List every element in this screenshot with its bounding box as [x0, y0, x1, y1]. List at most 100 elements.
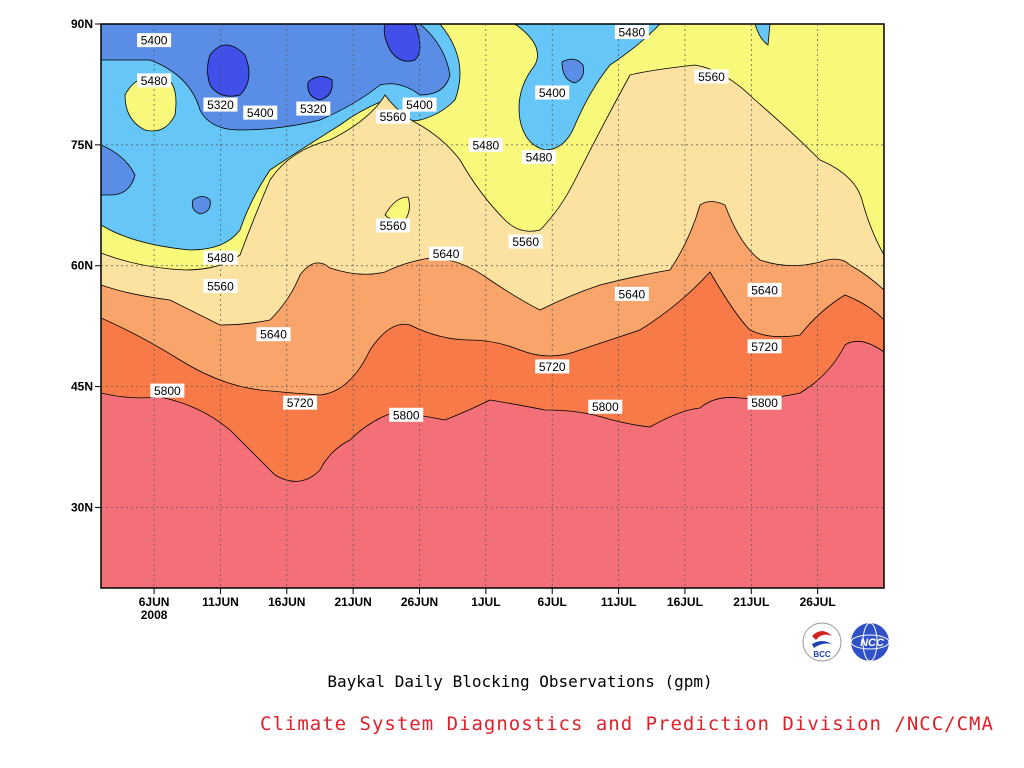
x-year-label: 2008 [141, 608, 168, 622]
contour-label: 5480 [468, 137, 503, 152]
contour-label: 5480 [614, 25, 649, 40]
contour-label-text: 5800 [393, 408, 420, 422]
band-below-5320-c [307, 76, 333, 101]
x-tick-label: 21JUL [733, 595, 769, 609]
y-tick-label: 75N [71, 138, 93, 152]
band-5400-5480-c [754, 24, 771, 46]
contour-label-text: 5400 [539, 86, 566, 100]
x-tick-label: 6JUL [538, 595, 567, 609]
bcc-logo: BCC [802, 622, 842, 662]
contour-label-text: 5720 [751, 340, 778, 354]
contour-label: 5320 [296, 101, 331, 116]
band-below-5320 [207, 44, 250, 97]
y-tick-label: 30N [71, 500, 93, 514]
contour-label-box [468, 137, 503, 152]
contour-label-text: 5800 [592, 400, 619, 414]
contour-label-box [283, 395, 318, 410]
contour-label-text: 5720 [287, 396, 314, 410]
x-tick-label: 16JUN [268, 595, 305, 609]
contour-label: 5480 [521, 149, 556, 164]
contour-label-box [694, 69, 729, 84]
contour-label: 5560 [508, 234, 543, 249]
contour-label: 5400 [402, 97, 437, 112]
y-tick-label: 60N [71, 259, 93, 273]
x-tick-label: 11JUL [601, 595, 636, 609]
x-tick-label: 26JUN [401, 595, 438, 609]
contour-label-text: 5480 [473, 138, 500, 152]
bcc-logo-text: BCC [813, 650, 831, 659]
contour-label-text: 5320 [300, 102, 327, 116]
band-5400-5480-b [514, 24, 661, 151]
contour-label-text: 5400 [141, 34, 168, 48]
contour-label-box [375, 109, 410, 124]
contour-label-box [137, 73, 172, 88]
contour-label-box [375, 218, 410, 233]
contour-label-box [614, 286, 649, 301]
band-5320-5400-d [561, 58, 585, 84]
chart-title: Baykal Daily Blocking Observations (gpm) [327, 672, 713, 691]
contour-label-text: 5560 [512, 235, 539, 249]
contour-label-box [508, 234, 543, 249]
plot-frame [100, 23, 885, 589]
contour-label-text: 5560 [698, 70, 725, 84]
contour-label-box [389, 407, 424, 422]
contour-label-box [747, 282, 782, 297]
contour-label-text: 5400 [247, 106, 274, 120]
contour-label-box [203, 250, 238, 265]
contour-label-text: 5480 [207, 251, 234, 265]
contour-label-text: 5560 [380, 110, 407, 124]
contour-label-box [296, 101, 331, 116]
contour-label: 5560 [203, 278, 238, 293]
band-below-5320-b [383, 24, 421, 62]
y-tick-label: 90N [71, 17, 93, 31]
contour-label: 5400 [243, 105, 278, 120]
credit-line: Climate System Diagnostics and Predictio… [260, 713, 994, 735]
contour-label-box [535, 359, 570, 374]
contour-label-box [747, 395, 782, 410]
contour-label: 5400 [535, 85, 570, 100]
contour-label: 5640 [429, 246, 464, 261]
contour-label-box [203, 278, 238, 293]
x-tick-label: 16JUL [667, 595, 703, 609]
x-tick-label: 1JUL [471, 595, 500, 609]
contour-label-box [521, 149, 556, 164]
x-tick-label: 6JUN [139, 595, 170, 609]
x-tick-label: 21JUN [334, 595, 371, 609]
contour-label: 5560 [694, 69, 729, 84]
band-5320-5400 [101, 24, 451, 131]
contour-label-text: 5800 [154, 384, 181, 398]
contour-label-text: 5640 [618, 287, 645, 301]
contour-label-box [150, 383, 185, 398]
contour-label-text: 5560 [380, 219, 407, 233]
x-tick-label: 26JUL [800, 595, 836, 609]
contour-label-text: 5720 [539, 360, 566, 374]
contour-label: 5720 [747, 339, 782, 354]
contour-label: 5720 [283, 395, 318, 410]
contour-label-box [402, 97, 437, 112]
contour-label-text: 5800 [751, 396, 778, 410]
y-tick-label: 45N [71, 380, 93, 394]
contour-label-text: 5640 [433, 247, 460, 261]
contour-label-text: 5480 [526, 150, 553, 164]
contour-label: 5480 [137, 73, 172, 88]
ncc-logo: NCC [850, 622, 890, 662]
contour-label: 5560 [375, 218, 410, 233]
contour-label: 5800 [150, 383, 185, 398]
contour-label-box [243, 105, 278, 120]
contour-label-box [429, 246, 464, 261]
contour-label: 5720 [535, 359, 570, 374]
contour-label: 5400 [137, 33, 172, 48]
contour-label-box [137, 33, 172, 48]
contour-label-box [614, 25, 649, 40]
contour-label-box [747, 339, 782, 354]
band-5320-5400-b [101, 144, 136, 196]
contour-label-text: 5640 [260, 328, 287, 342]
contour-label-text: 5640 [751, 283, 778, 297]
contour-label: 5800 [588, 399, 623, 414]
contour-label: 5320 [203, 97, 238, 112]
band-5320-5400-c [191, 196, 211, 215]
logos: BCC NCC [802, 622, 890, 662]
